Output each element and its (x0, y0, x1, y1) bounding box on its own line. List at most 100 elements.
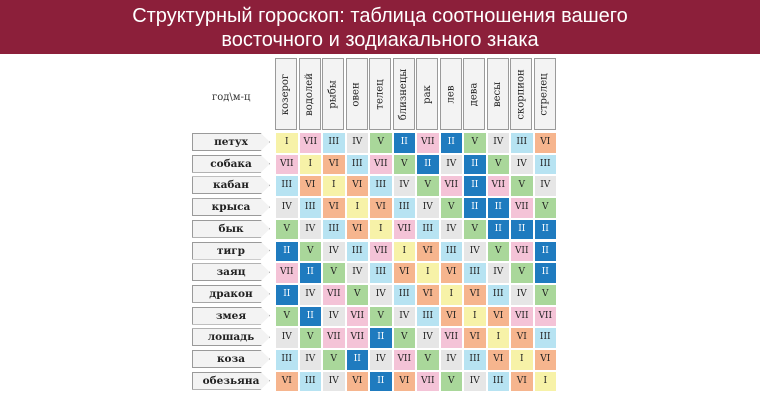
grid-cell: IV (440, 219, 464, 242)
grid-cell: I (323, 176, 347, 199)
grid-cell: VII (534, 306, 558, 329)
grid-cell: VI (323, 198, 347, 220)
grid-cell: VII (511, 306, 535, 329)
grid-cell: VII (393, 219, 417, 242)
grid-cell: VI (346, 176, 370, 199)
column-header-label: стрелец (539, 72, 550, 116)
grid-cell: IV (370, 284, 394, 307)
grid-cell: VI (511, 371, 535, 394)
corner-label: год\м-ц (212, 92, 251, 103)
grid-cell: V (323, 263, 347, 285)
grid-cell: III (276, 176, 300, 199)
grid-cell: V (323, 350, 347, 372)
grid-cell: II (464, 154, 488, 177)
grid-cell: V (393, 154, 417, 177)
grid-cell: V (487, 154, 511, 177)
grid-cell: IV (370, 350, 394, 372)
grid-cell: V (511, 176, 535, 199)
column-header-label: дева (468, 82, 480, 106)
grid-cell: V (534, 284, 558, 307)
grid-cell: IV (440, 350, 464, 372)
grid-cell: III (323, 219, 347, 242)
grid-cell: V (276, 306, 300, 329)
grid-cell: VI (323, 154, 347, 177)
column-header-6: рак (416, 58, 438, 130)
grid-cell: IV (299, 350, 323, 372)
grid-cell: IV (346, 133, 370, 155)
grid-cell: I (464, 306, 488, 329)
grid-cell: VII (346, 306, 370, 329)
grid-cell: I (487, 328, 511, 350)
grid-cell: I (440, 284, 464, 307)
column-header-label: весы (492, 81, 504, 107)
grid-cell: VII (370, 241, 394, 264)
grid-cell: II (464, 198, 488, 220)
grid-cell: VII (299, 133, 323, 155)
grid-cell: IV (417, 198, 441, 220)
grid-cell: II (276, 284, 300, 307)
grid-cell: II (487, 219, 511, 242)
row-label-5: тигр (192, 241, 270, 260)
grid-cell: III (417, 219, 441, 242)
grid-cell: V (417, 176, 441, 199)
grid-cell: V (487, 241, 511, 264)
grid-cell: VII (346, 328, 370, 350)
grid-cell: II (370, 371, 394, 394)
grid-cell: II (393, 133, 417, 155)
grid-cell: VI (276, 371, 300, 394)
grid-cell: III (487, 371, 511, 394)
grid-cell: II (440, 133, 464, 155)
column-header-label: рак (421, 84, 433, 104)
grid-cell: III (511, 133, 535, 155)
grid-cell: IV (487, 263, 511, 285)
row-label-6: заяц (192, 263, 270, 282)
grid-cell: IV (511, 154, 535, 177)
row-label-7: дракон (192, 284, 270, 303)
grid-cell: VII (487, 176, 511, 199)
column-header-label: рыбы (327, 79, 339, 109)
grid-cell: VII (511, 241, 535, 264)
row-label-4: бык (192, 219, 270, 238)
grid-cell: VII (323, 284, 347, 307)
grid-cell: IV (511, 284, 535, 307)
row-label-9: лошадь (192, 328, 270, 347)
column-header-5: близнецы (392, 58, 415, 130)
grid-cell: VI (534, 350, 558, 372)
column-header-9: весы (486, 58, 509, 130)
grid-cell: II (464, 176, 488, 199)
row-label-3: крыса (192, 198, 270, 217)
grid-cell: II (276, 241, 300, 264)
grid-cell: I (393, 241, 417, 264)
grid-cell: VI (511, 328, 535, 350)
grid-cell: I (299, 154, 323, 177)
column-header-4: телец (369, 58, 391, 130)
grid-cell: V (276, 219, 300, 242)
grid-cell: VII (370, 154, 394, 177)
grid-cell: VI (417, 241, 441, 264)
grid-cell: II (299, 306, 323, 329)
grid-cell: III (417, 306, 441, 329)
row-label-11: обезьяна (192, 371, 270, 390)
grid-cell: VII (511, 198, 535, 220)
grid-cell: VII (276, 154, 300, 177)
column-header-0: козерог (275, 58, 297, 130)
column-header-11: стрелец (533, 58, 556, 130)
grid-cell: V (511, 263, 535, 285)
grid-cell: II (534, 241, 558, 264)
grid-cell: II (299, 263, 323, 285)
grid-cell: III (487, 284, 511, 307)
grid-cell: III (299, 371, 323, 394)
grid-cell: III (370, 176, 394, 199)
grid-cell: III (370, 263, 394, 285)
grid-cell: II (487, 198, 511, 220)
column-header-10: скорпион (510, 58, 532, 130)
grid-cell: III (440, 241, 464, 264)
grid-cell: III (346, 154, 370, 177)
grid-cell: VII (440, 176, 464, 199)
title-banner: Структурный гороскоп: таблица соотношени… (0, 0, 760, 54)
grid-cell: VII (393, 350, 417, 372)
grid-cell: II (511, 219, 535, 242)
grid-cell: IV (464, 241, 488, 264)
grid-cell: VI (393, 263, 417, 285)
column-header-3: овен (345, 58, 368, 130)
